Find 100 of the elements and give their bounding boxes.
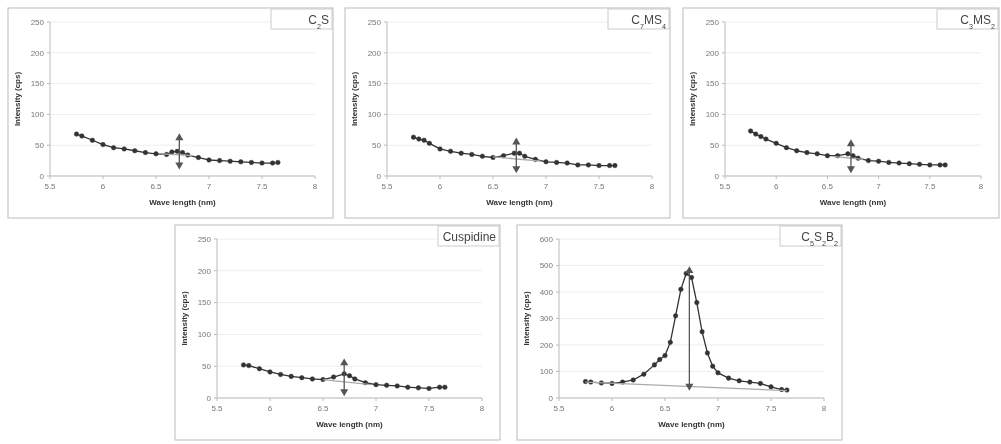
point — [937, 162, 943, 168]
point — [667, 339, 673, 345]
point — [620, 379, 626, 385]
point — [437, 146, 443, 152]
x-tick-label: 6 — [100, 182, 106, 191]
x-tick-label: 8 — [821, 404, 827, 413]
point — [748, 128, 754, 134]
point — [248, 159, 254, 165]
point — [794, 148, 800, 154]
point — [710, 363, 716, 369]
x-tick-label: 6 — [437, 182, 443, 191]
point — [673, 313, 679, 319]
point — [757, 380, 763, 386]
chart-title: Cuspidine — [442, 230, 497, 244]
point — [678, 286, 684, 292]
point — [942, 162, 948, 168]
point — [394, 383, 400, 389]
point — [779, 387, 785, 393]
point — [426, 140, 432, 146]
y-axis-title: Intensity (cps) — [688, 71, 697, 127]
point — [582, 379, 589, 385]
point — [256, 366, 262, 372]
point — [341, 371, 347, 377]
point — [174, 148, 180, 154]
point — [688, 274, 695, 280]
x-tick-label: 5.5 — [211, 404, 224, 413]
point — [522, 153, 528, 159]
point — [532, 156, 538, 162]
point — [876, 158, 882, 164]
x-tick-label: 7.5 — [256, 182, 269, 191]
point — [426, 385, 432, 391]
point — [490, 155, 496, 161]
point — [753, 131, 759, 137]
y-tick-label: 150 — [705, 79, 720, 89]
chart-title: C$_{2}$S — [308, 13, 329, 31]
y-tick-label: 250 — [197, 234, 212, 244]
point — [747, 379, 753, 385]
point — [206, 157, 212, 163]
point — [299, 375, 305, 381]
point — [575, 162, 581, 168]
x-tick-label: 5.5 — [553, 404, 566, 413]
point — [142, 150, 148, 156]
x-tick-label: 5.5 — [44, 182, 57, 191]
point — [763, 136, 769, 142]
y-tick-label: 500 — [539, 261, 554, 271]
y-tick-label: 0 — [206, 393, 212, 403]
point — [89, 137, 95, 143]
point — [270, 160, 276, 166]
y-tick-label: 100 — [30, 110, 45, 120]
point — [73, 131, 80, 137]
point — [227, 158, 233, 164]
y-tick-label: 100 — [197, 330, 212, 340]
x-tick-label: 5.5 — [719, 182, 732, 191]
point — [609, 380, 615, 386]
y-tick-label: 100 — [539, 367, 554, 377]
point — [410, 134, 417, 140]
point — [416, 136, 422, 142]
point — [238, 159, 244, 165]
point — [458, 150, 464, 156]
x-tick-label: 6 — [609, 404, 615, 413]
chart-title: C$_{7}$MS$_{4}$ — [631, 13, 666, 31]
point — [630, 377, 636, 383]
y-tick-label: 150 — [197, 298, 212, 308]
point — [437, 384, 443, 390]
y-tick-label: 0 — [376, 171, 382, 181]
point — [641, 371, 647, 377]
x-axis-title: Wave length (nm) — [658, 420, 726, 429]
point — [179, 150, 186, 156]
point — [865, 158, 871, 164]
x-tick-label: 8 — [978, 182, 984, 191]
point — [715, 370, 721, 376]
point — [185, 152, 191, 158]
point — [845, 151, 851, 157]
point — [886, 159, 892, 165]
point — [267, 369, 273, 375]
y-tick-label: 150 — [367, 79, 382, 89]
point — [768, 384, 774, 390]
chart-title: C$_{5}$S$_{2}$B$_{2}$ — [801, 230, 838, 248]
point — [246, 363, 252, 369]
x-tick-label: 7.5 — [423, 404, 436, 413]
point — [694, 300, 700, 306]
point — [516, 150, 523, 156]
point — [850, 153, 856, 159]
point — [373, 382, 379, 388]
point — [79, 133, 85, 139]
y-tick-label: 50 — [710, 141, 720, 150]
point — [824, 153, 830, 159]
point — [442, 384, 448, 390]
point — [585, 162, 591, 168]
point — [835, 153, 841, 159]
x-tick-label: 6 — [267, 404, 273, 413]
point — [758, 134, 764, 140]
y-axis-title: Intensity (cps) — [350, 71, 359, 127]
point — [240, 362, 247, 368]
point — [651, 362, 657, 368]
x-tick-label: 7 — [373, 404, 379, 413]
point — [331, 374, 337, 380]
y-axis-title: Intensity (cps) — [180, 291, 189, 346]
point — [346, 373, 353, 379]
y-tick-label: 150 — [30, 79, 45, 89]
